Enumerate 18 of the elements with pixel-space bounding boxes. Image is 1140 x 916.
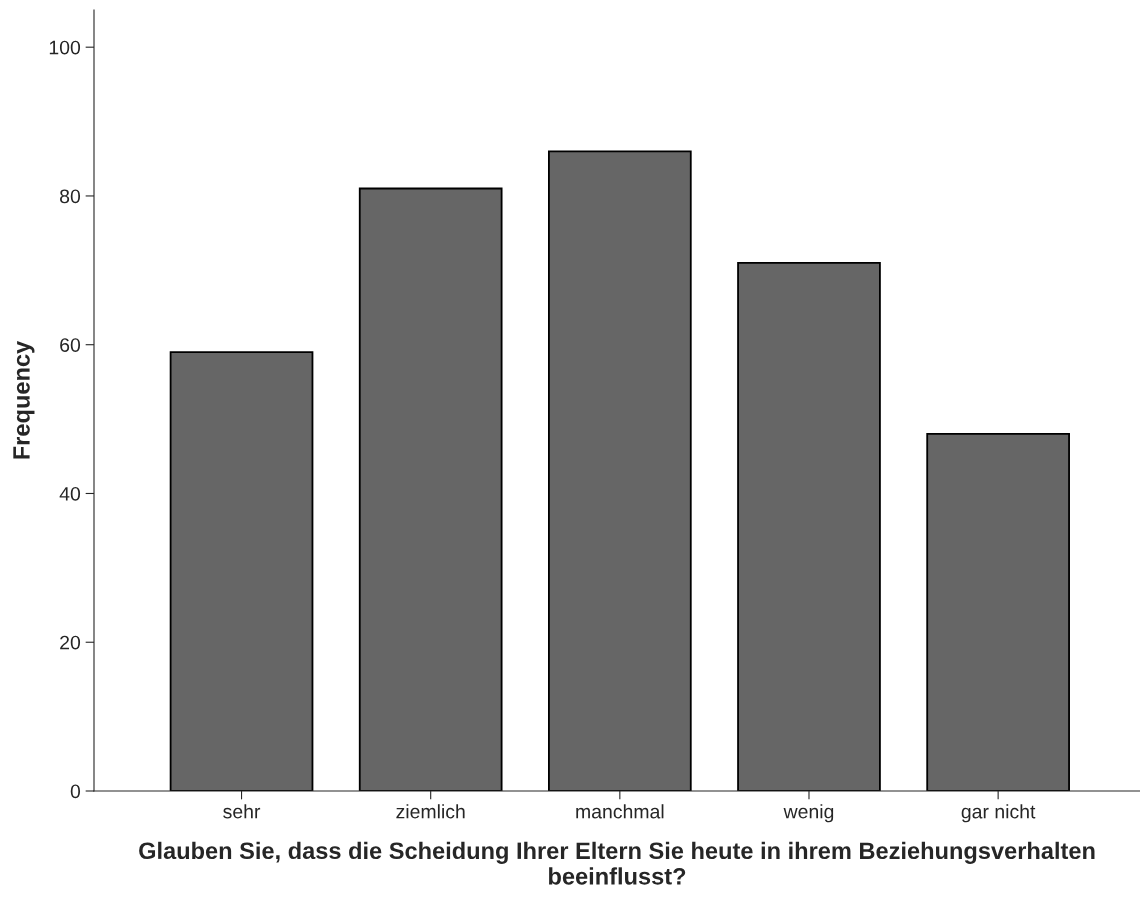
- y-tick-label: 80: [60, 189, 81, 204]
- y-tick-label: 60: [60, 338, 81, 352]
- x-tick-label: manchmal: [576, 804, 664, 819]
- x-tick-label: gar nicht: [961, 804, 1036, 823]
- y-tick-label: 20: [60, 635, 81, 650]
- bar: [358, 187, 503, 791]
- bar: [926, 433, 1070, 791]
- x-tick-label: wenig: [783, 804, 834, 823]
- y-tick-label: 0: [70, 784, 81, 799]
- y-tick-label: 100: [49, 40, 81, 55]
- bar: [548, 150, 692, 791]
- y-axis-title: Frequency: [13, 340, 35, 459]
- x-tick-label: sehr: [223, 804, 261, 819]
- x-tick-label: ziemlich: [396, 804, 465, 819]
- bar: [737, 261, 881, 791]
- y-tick-label: 40: [59, 486, 81, 501]
- x-axis-title: Glauben Sie, dass die Scheidung Ihrer Eltern Sie heute in ihrem Beziehungsverhalten beeinflusst?: [139, 841, 1095, 885]
- bar: [169, 351, 314, 791]
